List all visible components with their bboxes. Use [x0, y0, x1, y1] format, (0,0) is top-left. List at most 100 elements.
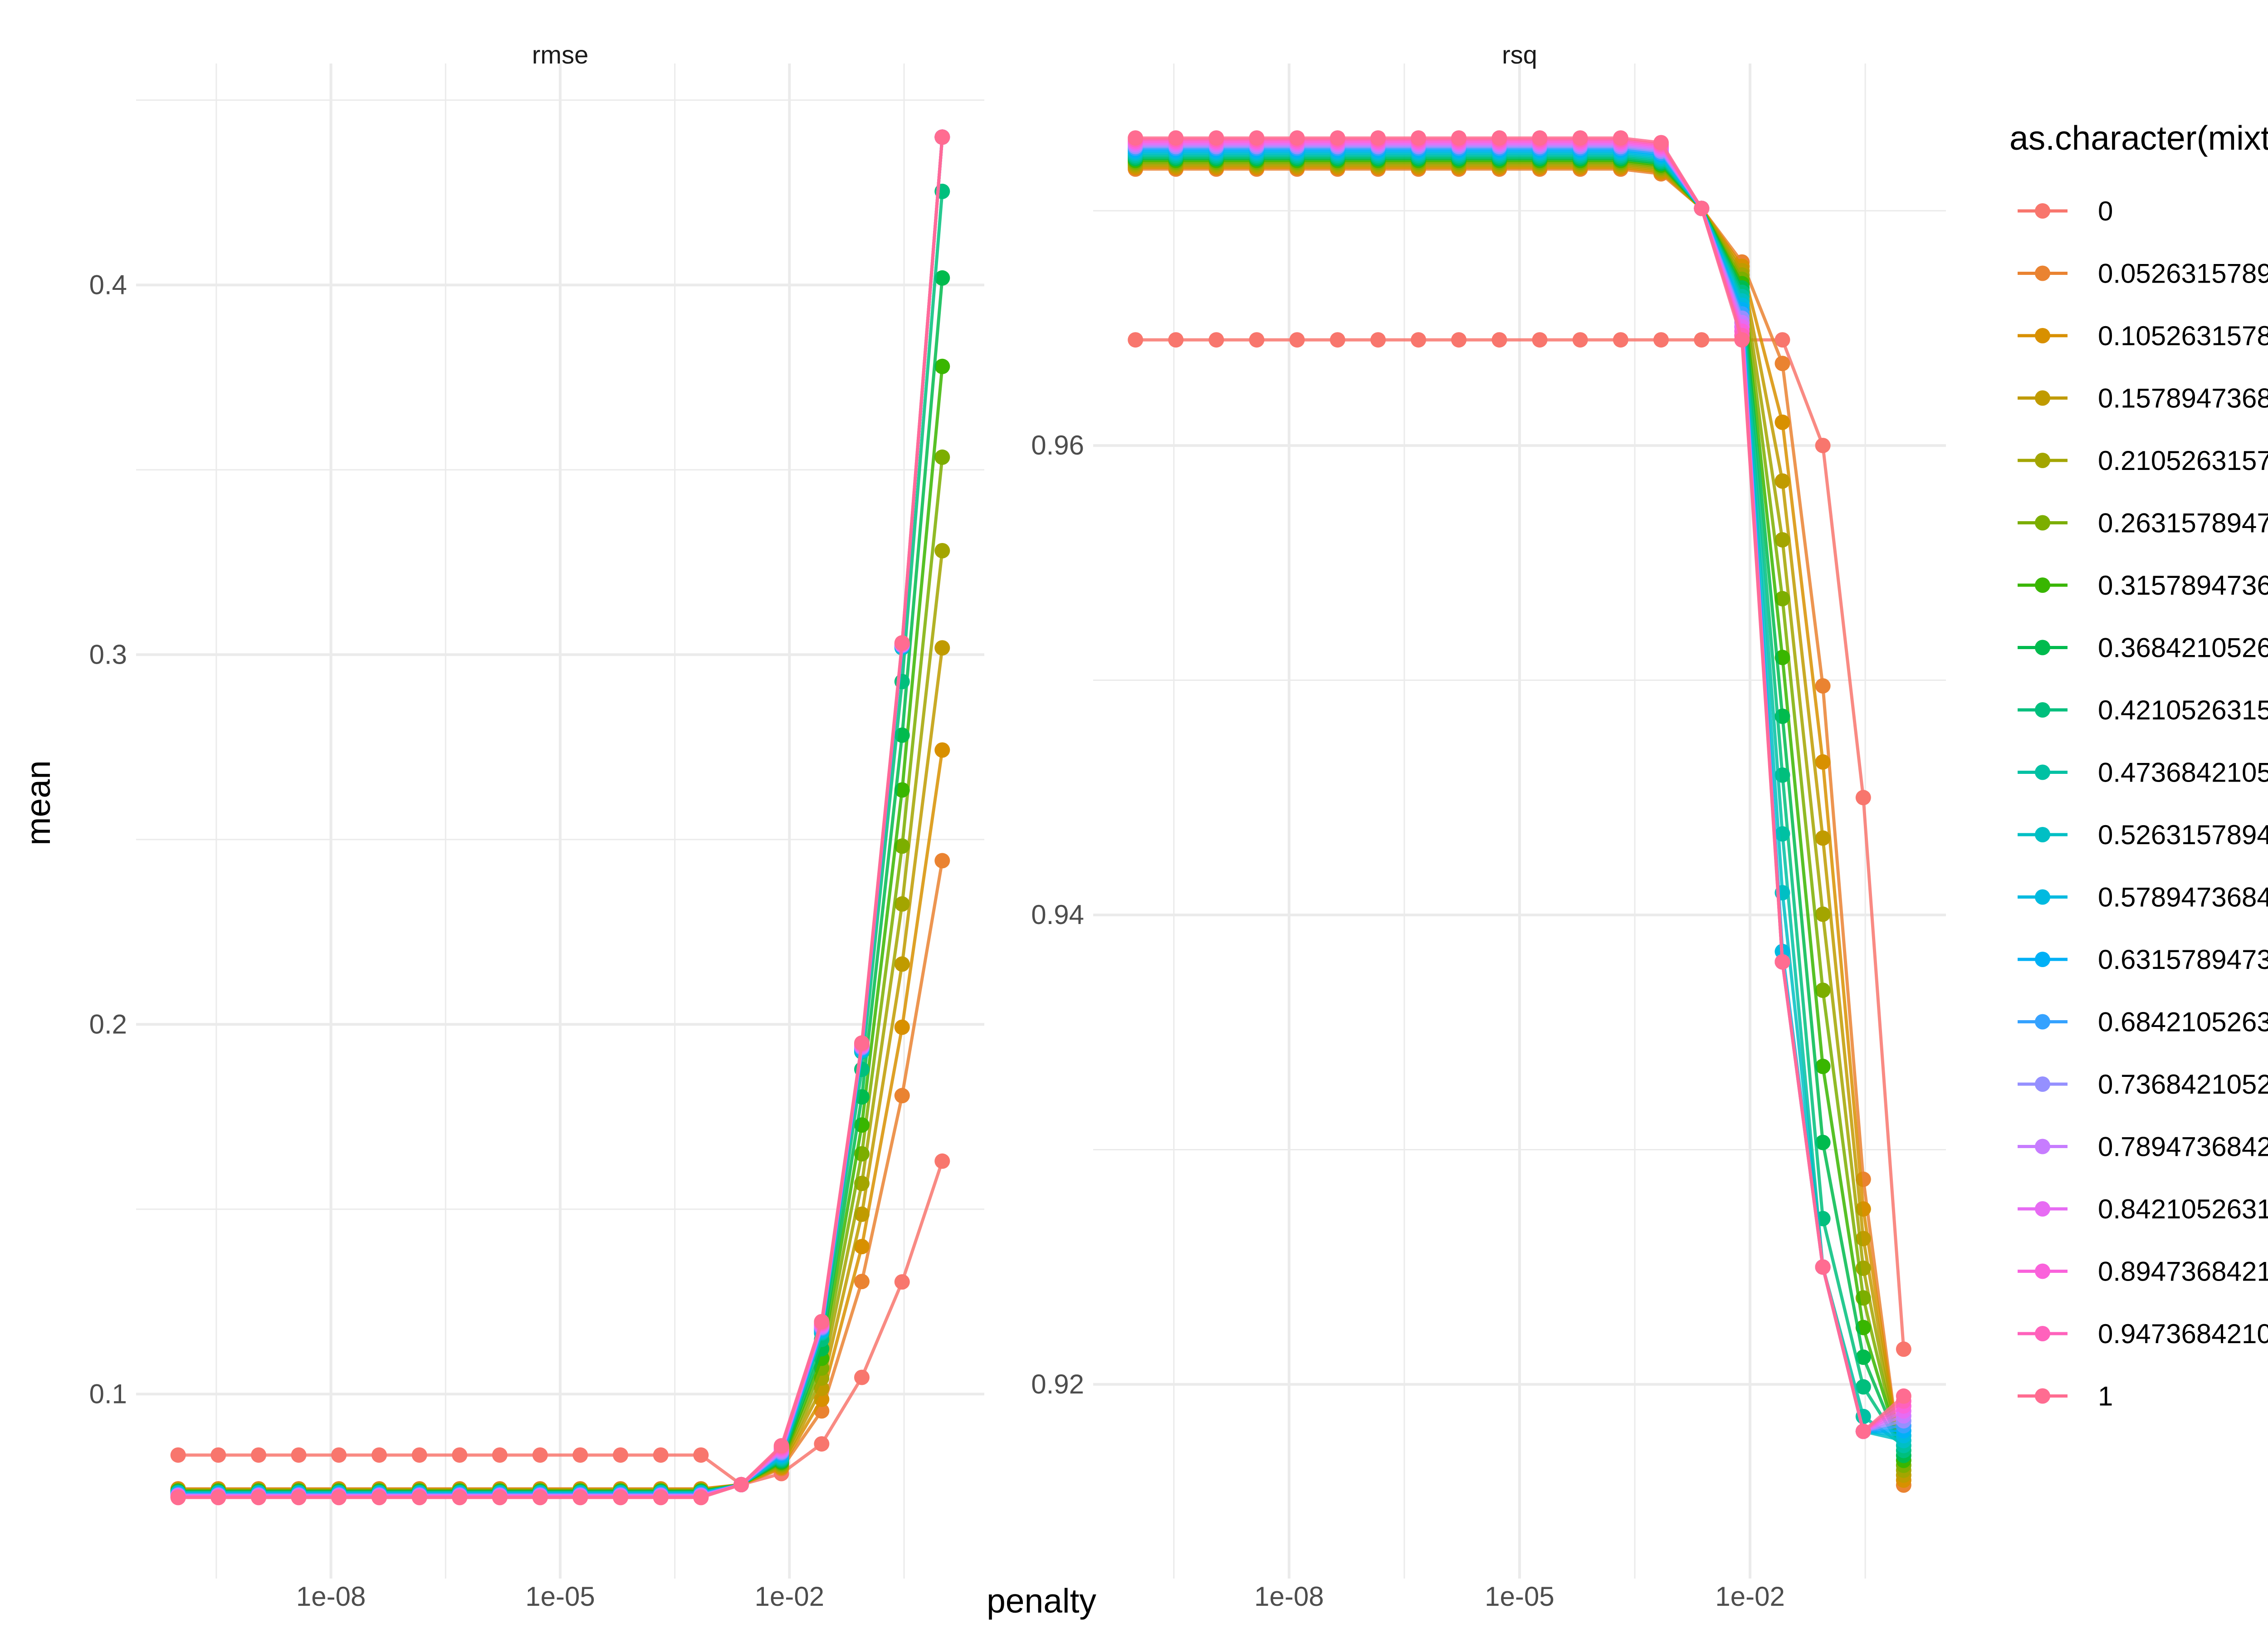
- data-point-rmse: [854, 1239, 870, 1255]
- data-point-rmse: [854, 1206, 870, 1222]
- legend-label: 0.263157894736842: [2098, 508, 2268, 538]
- data-point-rsq: [1653, 332, 1669, 348]
- data-point-rsq: [1168, 332, 1184, 348]
- data-point-rmse: [572, 1447, 588, 1463]
- x-tick-label: 1e-08: [296, 1581, 366, 1612]
- data-point-rmse: [934, 742, 950, 758]
- data-point-rmse: [411, 1490, 427, 1506]
- data-point-rmse: [894, 635, 910, 651]
- data-point-rsq: [1289, 332, 1305, 348]
- data-point-rsq: [1815, 830, 1831, 846]
- data-point-rsq: [1572, 332, 1588, 348]
- legend-label: 0.578947368421053: [2098, 882, 2268, 913]
- data-point-rmse: [331, 1490, 347, 1506]
- data-point-rsq: [1774, 954, 1790, 970]
- legend-label: 0.157894736842105: [2098, 383, 2268, 414]
- data-point-rsq: [1694, 332, 1710, 348]
- data-point-rmse: [854, 1035, 870, 1051]
- data-point-rsq: [1815, 1259, 1831, 1275]
- legend-key-point: [2035, 1388, 2050, 1404]
- data-point-rmse: [693, 1447, 709, 1463]
- panel-title-rmse: rmse: [532, 40, 588, 69]
- y-tick-label: 0.4: [89, 269, 127, 300]
- legend-key-point: [2035, 764, 2050, 780]
- x-tick-label: 1e-08: [1254, 1581, 1324, 1612]
- data-point-rsq: [1491, 130, 1507, 146]
- data-point-rmse: [733, 1477, 749, 1492]
- y-tick-label: 0.3: [89, 639, 127, 670]
- data-point-rmse: [934, 129, 950, 145]
- legend-key-point: [2035, 515, 2050, 531]
- data-point-rmse: [532, 1447, 548, 1463]
- legend-label: 0.631578947368421: [2098, 944, 2268, 975]
- legend-label: 0.526315789473684: [2098, 820, 2268, 850]
- data-point-rmse: [371, 1447, 387, 1463]
- data-point-rsq: [1330, 332, 1345, 348]
- data-point-rmse: [894, 956, 910, 972]
- legend-key-point: [2035, 390, 2050, 406]
- data-point-rsq: [1774, 414, 1790, 430]
- legend-key-point: [2035, 1076, 2050, 1092]
- data-point-rmse: [251, 1490, 267, 1506]
- data-point-rmse: [934, 543, 950, 558]
- legend-key-point: [2035, 265, 2050, 281]
- data-point-rmse: [331, 1447, 347, 1463]
- data-point-rsq: [1208, 332, 1224, 348]
- data-point-rmse: [210, 1447, 226, 1463]
- legend-key-point: [2035, 952, 2050, 967]
- data-point-rmse: [291, 1447, 307, 1463]
- x-tick-label: 1e-05: [1485, 1581, 1554, 1612]
- legend-label: 0.736842105263158: [2098, 1069, 2268, 1100]
- data-point-rsq: [1694, 200, 1710, 216]
- panel-title-rsq: rsq: [1502, 40, 1537, 69]
- data-point-rsq: [1491, 332, 1507, 348]
- data-point-rsq: [1370, 130, 1386, 146]
- legend-label: 0.842105263157895: [2098, 1194, 2268, 1224]
- data-point-rsq: [1411, 332, 1427, 348]
- data-point-rmse: [532, 1490, 548, 1506]
- y-axis-title: mean: [19, 760, 57, 846]
- data-point-rmse: [894, 896, 910, 912]
- data-point-rsq: [1815, 678, 1831, 694]
- data-point-rsq: [1815, 438, 1831, 454]
- legend-label: 0.789473684210526: [2098, 1132, 2268, 1162]
- data-point-rsq: [1451, 332, 1467, 348]
- legend-label: 0.210526315789474: [2098, 445, 2268, 476]
- legend-key-point: [2035, 702, 2050, 718]
- data-point-rmse: [894, 838, 910, 854]
- legend-key-point: [2035, 1263, 2050, 1279]
- data-point-rsq: [1532, 130, 1548, 146]
- data-point-rsq: [1370, 332, 1386, 348]
- legend-key-point: [2035, 1326, 2050, 1341]
- data-point-rsq: [1896, 1388, 1911, 1404]
- data-point-rmse: [653, 1490, 669, 1506]
- legend-label: 0.421052631578947: [2098, 695, 2268, 725]
- data-point-rmse: [452, 1490, 468, 1506]
- legend: 0 0.0526315789473684 0.105263157894737 0.15…: [2018, 196, 2268, 1412]
- data-point-rmse: [251, 1447, 267, 1463]
- data-point-rsq: [1168, 130, 1184, 146]
- legend-label: 0.947368421052632: [2098, 1319, 2268, 1349]
- data-point-rsq: [1613, 332, 1628, 348]
- legend-key-point: [2035, 453, 2050, 468]
- data-point-rsq: [1774, 532, 1790, 548]
- data-point-rsq: [1855, 1423, 1871, 1439]
- legend-label: 0: [2098, 196, 2113, 226]
- x-axis-title: penalty: [987, 1582, 1096, 1620]
- data-point-rmse: [693, 1490, 709, 1506]
- data-point-rsq: [1249, 130, 1265, 146]
- data-point-rsq: [1896, 1341, 1911, 1357]
- legend-label: 0.315789473684211: [2098, 570, 2268, 601]
- data-point-rsq: [1855, 790, 1871, 806]
- legend-key-point: [2035, 827, 2050, 842]
- data-point-rmse: [894, 782, 910, 798]
- data-point-rmse: [170, 1490, 186, 1506]
- data-point-rmse: [371, 1490, 387, 1506]
- legend-label: 1: [2098, 1381, 2113, 1412]
- data-point-rmse: [854, 1369, 870, 1385]
- data-point-rmse: [934, 270, 950, 286]
- data-point-rsq: [1128, 130, 1144, 146]
- data-point-rmse: [653, 1447, 669, 1463]
- data-point-rmse: [894, 1019, 910, 1035]
